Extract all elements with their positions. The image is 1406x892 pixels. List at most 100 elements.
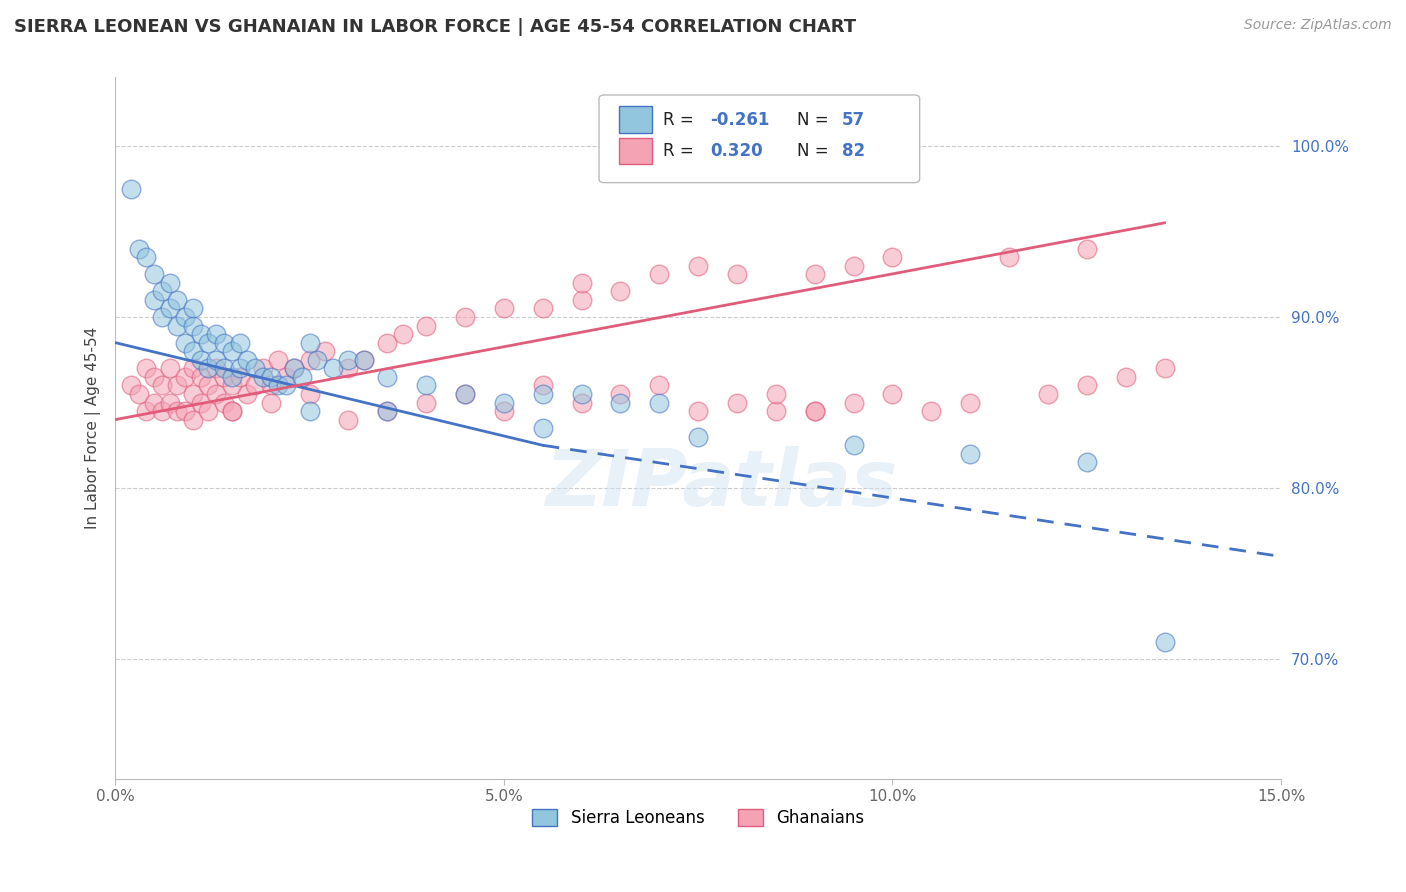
Point [391, 327, 413, 342]
Point [454, 387, 477, 401]
Point [205, 361, 228, 376]
Point [190, 369, 212, 384]
Point [291, 369, 314, 384]
Point [803, 267, 825, 281]
Point [236, 387, 259, 401]
Text: 82: 82 [842, 142, 865, 160]
Point [337, 412, 360, 426]
Point [571, 387, 593, 401]
Legend: Sierra Leoneans, Ghanaians: Sierra Leoneans, Ghanaians [526, 802, 870, 834]
Point [688, 259, 710, 273]
Point [243, 378, 266, 392]
Point [212, 361, 235, 376]
Point [1076, 455, 1098, 469]
Point [276, 378, 298, 392]
Point [531, 378, 554, 392]
Text: -0.261: -0.261 [710, 111, 769, 128]
Point [212, 369, 235, 384]
Point [322, 361, 344, 376]
Point [842, 395, 865, 409]
Point [228, 335, 250, 350]
Point [135, 250, 157, 264]
Point [882, 250, 904, 264]
Point [221, 369, 243, 384]
FancyBboxPatch shape [619, 106, 651, 133]
Point [337, 361, 360, 376]
Point [415, 378, 437, 392]
Point [166, 404, 188, 418]
Point [190, 352, 212, 367]
Point [1115, 369, 1137, 384]
Point [415, 318, 437, 333]
Point [415, 395, 437, 409]
Point [159, 301, 181, 316]
Point [531, 387, 554, 401]
Point [150, 404, 173, 418]
Text: R =: R = [664, 111, 699, 128]
Point [267, 352, 290, 367]
Point [181, 412, 204, 426]
Point [128, 242, 150, 256]
Point [454, 310, 477, 324]
Point [1036, 387, 1059, 401]
Point [609, 387, 631, 401]
Point [375, 369, 398, 384]
Point [197, 404, 219, 418]
Point [159, 276, 181, 290]
Point [375, 335, 398, 350]
Point [221, 404, 243, 418]
Point [166, 318, 188, 333]
Point [492, 395, 515, 409]
Point [298, 404, 321, 418]
Point [803, 404, 825, 418]
Point [298, 352, 321, 367]
Y-axis label: In Labor Force | Age 45-54: In Labor Force | Age 45-54 [86, 327, 101, 529]
Point [454, 387, 477, 401]
Point [803, 404, 825, 418]
Point [725, 395, 748, 409]
Point [283, 361, 305, 376]
Point [276, 369, 298, 384]
Point [212, 335, 235, 350]
Point [492, 301, 515, 316]
Point [174, 404, 197, 418]
Point [648, 395, 671, 409]
Point [571, 395, 593, 409]
Point [609, 285, 631, 299]
Point [205, 327, 228, 342]
Point [190, 395, 212, 409]
Point [1076, 242, 1098, 256]
Point [998, 250, 1021, 264]
Text: SIERRA LEONEAN VS GHANAIAN IN LABOR FORCE | AGE 45-54 CORRELATION CHART: SIERRA LEONEAN VS GHANAIAN IN LABOR FORC… [14, 18, 856, 36]
Point [688, 430, 710, 444]
Point [842, 438, 865, 452]
Point [143, 369, 166, 384]
Point [228, 369, 250, 384]
Point [190, 327, 212, 342]
Point [197, 361, 219, 376]
Point [314, 344, 336, 359]
Point [181, 318, 204, 333]
Point [920, 404, 942, 418]
Point [181, 301, 204, 316]
Text: 57: 57 [842, 111, 865, 128]
Point [842, 259, 865, 273]
Text: ZIPatlas: ZIPatlas [546, 446, 897, 523]
Point [959, 447, 981, 461]
Point [531, 301, 554, 316]
Point [609, 395, 631, 409]
Text: 0.320: 0.320 [710, 142, 762, 160]
Point [143, 395, 166, 409]
Point [221, 404, 243, 418]
Text: R =: R = [664, 142, 699, 160]
Point [135, 404, 157, 418]
Point [181, 387, 204, 401]
Point [492, 404, 515, 418]
Point [259, 395, 281, 409]
Text: Source: ZipAtlas.com: Source: ZipAtlas.com [1244, 18, 1392, 32]
Point [337, 352, 360, 367]
Point [648, 267, 671, 281]
Point [1076, 378, 1098, 392]
Point [688, 404, 710, 418]
Point [1153, 361, 1175, 376]
